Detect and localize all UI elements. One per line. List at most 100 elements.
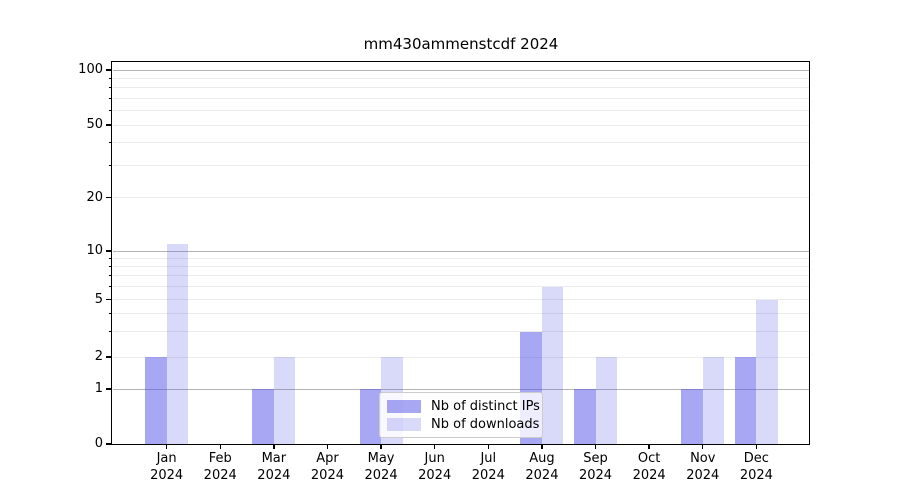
x-tick-year: 2024 [739, 468, 773, 483]
x-tick-mark [541, 444, 543, 449]
y-tick-label: 100 [78, 62, 103, 77]
y-tick-label: 2 [94, 349, 103, 364]
y-gridline-minor [113, 124, 810, 126]
x-tick-mark [273, 444, 275, 449]
legend-swatch-downloads [387, 418, 421, 431]
y-minor-tick-mark [109, 286, 112, 288]
y-gridline-minor [113, 257, 810, 259]
y-gridline-minor [113, 313, 810, 314]
legend-label: Nb of distinct IPs [431, 399, 540, 414]
y-gridline-major [113, 69, 810, 71]
x-tick-month: Aug [529, 451, 555, 466]
y-minor-tick-mark [109, 110, 112, 112]
x-tick-month: Mar [261, 451, 287, 466]
x-tick-month: Jul [480, 451, 497, 466]
y-gridline-minor [113, 356, 810, 358]
bar-downloads [595, 357, 618, 444]
x-tick-label: May 2024 [353, 450, 409, 484]
y-gridline-minor [113, 97, 810, 99]
x-tick-label: Feb 2024 [192, 450, 248, 484]
y-gridline-minor [113, 142, 810, 144]
y-tick-mark [106, 124, 112, 126]
y-tick-label: 50 [86, 117, 103, 132]
bar-distinct-ips [252, 389, 274, 444]
y-gridline-minor [113, 87, 810, 89]
legend-item: Nb of distinct IPs [387, 398, 540, 415]
x-tick-mark [648, 444, 650, 449]
x-tick-year: 2024 [632, 468, 666, 483]
y-gridline-minor [113, 164, 810, 166]
x-tick-month: Sep [583, 451, 608, 466]
y-minor-tick-mark [109, 142, 112, 144]
x-tick-month: Dec [743, 451, 769, 466]
y-minor-tick-mark [109, 331, 112, 333]
y-gridline-minor [113, 331, 810, 333]
y-gridline-minor [113, 286, 810, 288]
x-tick-year: 2024 [150, 468, 184, 483]
y-minor-tick-mark [109, 87, 112, 89]
x-tick-label: Jan 2024 [139, 450, 195, 484]
y-tick-mark [106, 69, 112, 71]
x-tick-mark [594, 444, 597, 449]
legend: Nb of distinct IPs Nb of downloads [379, 392, 543, 438]
y-tick-mark [106, 356, 112, 358]
x-tick-mark [487, 444, 489, 449]
y-tick-mark [106, 250, 112, 252]
x-tick-label: Jul 2024 [460, 450, 516, 484]
y-tick-label: 1 [94, 381, 103, 396]
x-tick-month: Jun [424, 451, 445, 466]
y-tick-mark [106, 443, 112, 445]
x-tick-label: Mar 2024 [246, 450, 302, 484]
bar-downloads [756, 299, 778, 444]
x-tick-month: Jan [156, 451, 177, 466]
y-tick-mark [106, 298, 112, 301]
legend-swatch-distinct-ips [387, 400, 421, 413]
y-minor-tick-mark [109, 266, 112, 268]
x-tick-label: Apr 2024 [299, 450, 355, 484]
x-tick-label: Nov 2024 [675, 450, 731, 484]
y-minor-tick-mark [109, 97, 112, 99]
x-tick-year: 2024 [364, 468, 398, 483]
y-gridline-minor [113, 299, 810, 300]
y-tick-mark [106, 196, 112, 199]
y-gridline-minor [113, 197, 810, 198]
y-gridline-minor [113, 110, 810, 112]
bar-distinct-ips [574, 389, 596, 444]
x-tick-label: Oct 2024 [621, 450, 677, 484]
y-minor-tick-mark [109, 77, 112, 79]
y-minor-tick-mark [109, 313, 112, 314]
bar-downloads [273, 357, 296, 444]
x-tick-mark [326, 444, 329, 449]
bar-distinct-ips [359, 389, 382, 444]
x-tick-month: Oct [637, 451, 661, 466]
chart-title: mm430ammenstcdf 2024 [363, 35, 559, 53]
x-tick-year: 2024 [578, 468, 613, 483]
x-tick-month: May [367, 451, 395, 466]
y-tick-label: 0 [94, 436, 103, 451]
y-gridline-major [113, 250, 810, 252]
x-tick-label: Dec 2024 [728, 450, 784, 484]
y-tick-label: 5 [94, 291, 103, 307]
x-tick-label: Sep 2024 [568, 450, 624, 484]
y-gridline-minor [113, 275, 810, 277]
x-tick-month: Feb [208, 451, 232, 466]
y-minor-tick-mark [109, 275, 112, 277]
bar-downloads [702, 357, 725, 444]
y-minor-tick-mark [109, 257, 112, 259]
x-tick-year: 2024 [686, 468, 720, 483]
legend-label: Nb of downloads [431, 417, 540, 432]
bar-downloads [541, 286, 564, 444]
x-tick-label: Jun 2024 [407, 450, 463, 484]
y-minor-tick-mark [109, 164, 112, 166]
bar-distinct-ips [145, 357, 167, 444]
x-tick-year: 2024 [203, 468, 237, 483]
x-tick-year: 2024 [310, 468, 344, 483]
y-tick-label: 20 [86, 189, 103, 205]
x-tick-label: Aug 2024 [514, 450, 570, 484]
legend-item: Nb of downloads [387, 416, 539, 433]
x-tick-year: 2024 [471, 468, 505, 483]
x-tick-mark [433, 444, 436, 449]
x-tick-year: 2024 [257, 468, 291, 483]
x-tick-mark [755, 444, 758, 449]
